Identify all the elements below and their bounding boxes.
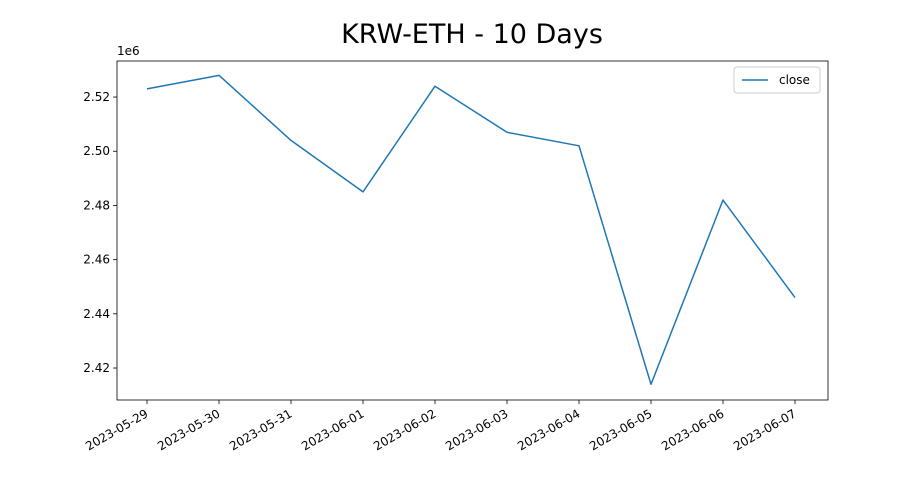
line-series — [146, 74, 796, 386]
legend: close — [733, 66, 821, 94]
y-tick-label: 2.52 — [83, 90, 110, 104]
x-tick-label: 2023-06-03 — [443, 406, 510, 453]
plot-frame — [116, 60, 829, 401]
x-tick-label: 2023-06-01 — [299, 406, 366, 453]
x-tick-label: 2023-05-31 — [227, 406, 294, 453]
x-tick-label: 2023-06-02 — [371, 406, 438, 453]
y-tick-label: 2.48 — [83, 198, 110, 212]
y-tick-label: 2.50 — [83, 144, 110, 158]
y-tick-label: 2.44 — [83, 307, 110, 321]
x-tick-label: 2023-05-30 — [155, 406, 222, 453]
x-tick-label: 2023-06-06 — [659, 406, 726, 453]
chart-title: KRW-ETH - 10 Days — [341, 19, 603, 50]
x-tick-label: 2023-05-29 — [83, 406, 150, 453]
legend-label: close — [779, 73, 810, 87]
x-tick-label: 2023-06-05 — [587, 406, 654, 453]
y-tick-label: 2.46 — [83, 253, 110, 267]
legend-box — [733, 66, 821, 94]
x-tick-label: 2023-06-07 — [731, 406, 798, 453]
y-tick-label: 2.42 — [83, 361, 110, 375]
y-offset-label: 1e6 — [117, 44, 140, 58]
x-tick-label: 2023-06-04 — [515, 406, 582, 453]
